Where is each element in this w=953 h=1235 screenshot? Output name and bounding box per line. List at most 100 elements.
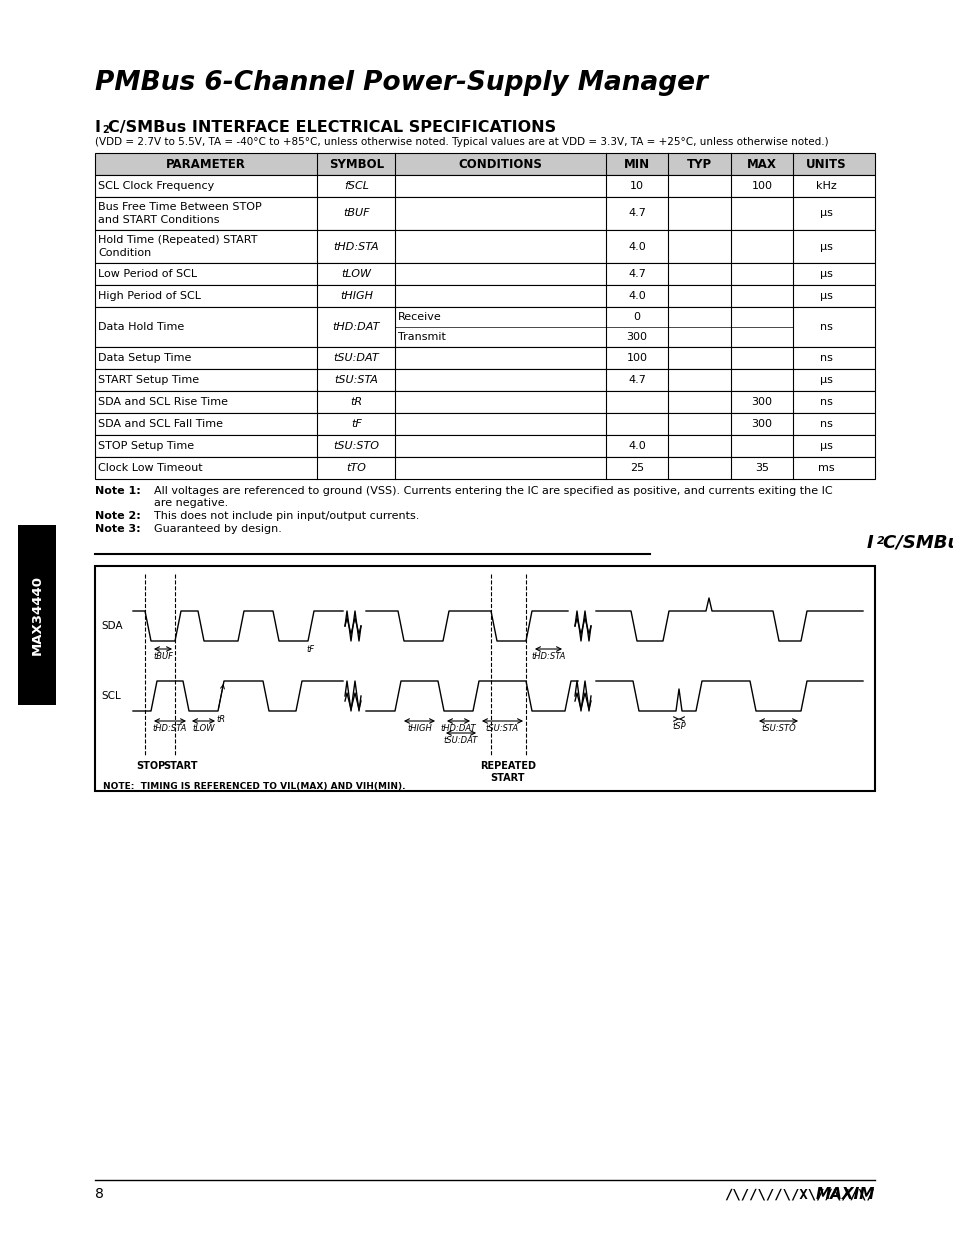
Text: tHIGH: tHIGH (407, 724, 432, 734)
Text: 300: 300 (751, 419, 772, 429)
Text: 0: 0 (633, 312, 639, 322)
Text: tSU:STO: tSU:STO (760, 724, 795, 734)
Text: START: START (164, 761, 198, 771)
Text: C/SMBus Timing: C/SMBus Timing (882, 534, 953, 552)
Text: tHD:STA: tHD:STA (334, 242, 378, 252)
Text: ms: ms (817, 463, 834, 473)
Text: tBUF: tBUF (152, 652, 172, 661)
Text: kHz: kHz (815, 182, 836, 191)
Text: tSU:DAT: tSU:DAT (443, 736, 477, 745)
Text: CONDITIONS: CONDITIONS (458, 158, 542, 170)
Text: Note 1:: Note 1: (95, 487, 141, 496)
Text: 100: 100 (626, 353, 647, 363)
Text: μs: μs (819, 269, 832, 279)
Bar (95, 369, 874, 391)
Text: μs: μs (819, 375, 832, 385)
Text: 4.7: 4.7 (627, 209, 645, 219)
Text: ns: ns (819, 353, 832, 363)
Text: tLOW: tLOW (193, 724, 214, 734)
Text: ∕\/∕\/∕\/X\/∕\/∕\/: ∕\/∕\/∕\/X\/∕\/∕\/ (723, 1187, 874, 1200)
Bar (95, 457, 874, 479)
Text: tHD:STA: tHD:STA (531, 652, 565, 661)
Bar (95, 285, 874, 308)
Text: Data Hold Time: Data Hold Time (98, 322, 184, 332)
Text: MAX: MAX (746, 158, 776, 170)
Text: tHD:STA: tHD:STA (152, 724, 187, 734)
Text: 35: 35 (754, 463, 768, 473)
Text: tSU:STA: tSU:STA (485, 724, 518, 734)
Bar (95, 566, 874, 790)
Text: tSU:STO: tSU:STO (333, 441, 379, 451)
Text: 10: 10 (629, 182, 643, 191)
Bar (95, 153, 874, 175)
Text: 25: 25 (629, 463, 643, 473)
Text: Note 3:: Note 3: (95, 524, 140, 534)
Text: 100: 100 (751, 182, 772, 191)
Text: I: I (865, 534, 872, 552)
Text: STOP Setup Time: STOP Setup Time (98, 441, 193, 451)
Text: tSU:DAT: tSU:DAT (334, 353, 378, 363)
Text: Transmit: Transmit (398, 332, 446, 342)
Text: NOTE:  TIMING IS REFERENCED TO VIL(MAX) AND VIH(MIN).: NOTE: TIMING IS REFERENCED TO VIL(MAX) A… (103, 782, 405, 790)
Bar (95, 412, 874, 435)
Text: 4.0: 4.0 (628, 291, 645, 301)
Text: tTO: tTO (346, 463, 366, 473)
Text: 4.0: 4.0 (628, 242, 645, 252)
Text: tF: tF (351, 419, 361, 429)
Text: SCL: SCL (101, 692, 121, 701)
Text: tHD:DAT: tHD:DAT (333, 322, 379, 332)
Text: SYMBOL: SYMBOL (329, 158, 383, 170)
Text: SCL Clock Frequency: SCL Clock Frequency (98, 182, 214, 191)
Bar (95, 347, 874, 369)
Text: PARAMETER: PARAMETER (166, 158, 246, 170)
Text: (VDD = 2.7V to 5.5V, TA = -40°C to +85°C, unless otherwise noted. Typical values: (VDD = 2.7V to 5.5V, TA = -40°C to +85°C… (95, 137, 828, 147)
Text: tR: tR (216, 715, 225, 724)
Text: MAXIM: MAXIM (815, 1187, 874, 1202)
Text: TYP: TYP (686, 158, 711, 170)
Text: START Setup Time: START Setup Time (98, 375, 199, 385)
Text: STOP: STOP (136, 761, 166, 771)
Text: are negative.: are negative. (147, 498, 228, 508)
Text: tSP: tSP (672, 722, 685, 731)
Text: μs: μs (819, 291, 832, 301)
Bar (95, 198, 874, 230)
Text: Low Period of SCL: Low Period of SCL (98, 269, 197, 279)
Text: μs: μs (819, 441, 832, 451)
Text: tHD:DAT: tHD:DAT (440, 724, 476, 734)
Text: 300: 300 (626, 332, 647, 342)
Text: fSCL: fSCL (343, 182, 369, 191)
Text: 8: 8 (95, 1187, 104, 1200)
Text: Receive: Receive (398, 312, 441, 322)
Bar (95, 230, 874, 263)
Text: This does not include pin input/output currents.: This does not include pin input/output c… (147, 511, 419, 521)
Text: Hold Time (Repeated) START
Condition: Hold Time (Repeated) START Condition (98, 236, 257, 258)
Text: PMBus 6-Channel Power-Supply Manager: PMBus 6-Channel Power-Supply Manager (95, 70, 707, 96)
Text: MAX34440: MAX34440 (30, 576, 44, 655)
Text: SDA: SDA (101, 621, 123, 631)
Text: High Period of SCL: High Period of SCL (98, 291, 201, 301)
Text: Bus Free Time Between STOP
and START Conditions: Bus Free Time Between STOP and START Con… (98, 203, 261, 225)
Text: 4.7: 4.7 (627, 375, 645, 385)
Text: 2: 2 (102, 125, 109, 135)
Text: Guaranteed by design.: Guaranteed by design. (147, 524, 281, 534)
Text: tSU:STA: tSU:STA (334, 375, 377, 385)
Text: Note 2:: Note 2: (95, 511, 141, 521)
Text: I: I (95, 120, 101, 135)
Text: SDA and SCL Fall Time: SDA and SCL Fall Time (98, 419, 223, 429)
Text: 2: 2 (876, 536, 883, 546)
Text: ns: ns (819, 396, 832, 408)
Bar (95, 308, 874, 347)
Bar (18, 525, 56, 705)
Text: tR: tR (350, 396, 362, 408)
Text: tLOW: tLOW (341, 269, 371, 279)
Text: ns: ns (819, 322, 832, 332)
Text: REPEATED
START: REPEATED START (479, 761, 536, 783)
Text: Data Setup Time: Data Setup Time (98, 353, 192, 363)
Text: SDA and SCL Rise Time: SDA and SCL Rise Time (98, 396, 228, 408)
Text: All voltages are referenced to ground (VSS). Currents entering the IC are specif: All voltages are referenced to ground (V… (147, 487, 832, 496)
Text: μs: μs (819, 242, 832, 252)
Text: C/SMBus INTERFACE ELECTRICAL SPECIFICATIONS: C/SMBus INTERFACE ELECTRICAL SPECIFICATI… (108, 120, 556, 135)
Text: tHIGH: tHIGH (339, 291, 373, 301)
Bar (95, 391, 874, 412)
Bar (95, 175, 874, 198)
